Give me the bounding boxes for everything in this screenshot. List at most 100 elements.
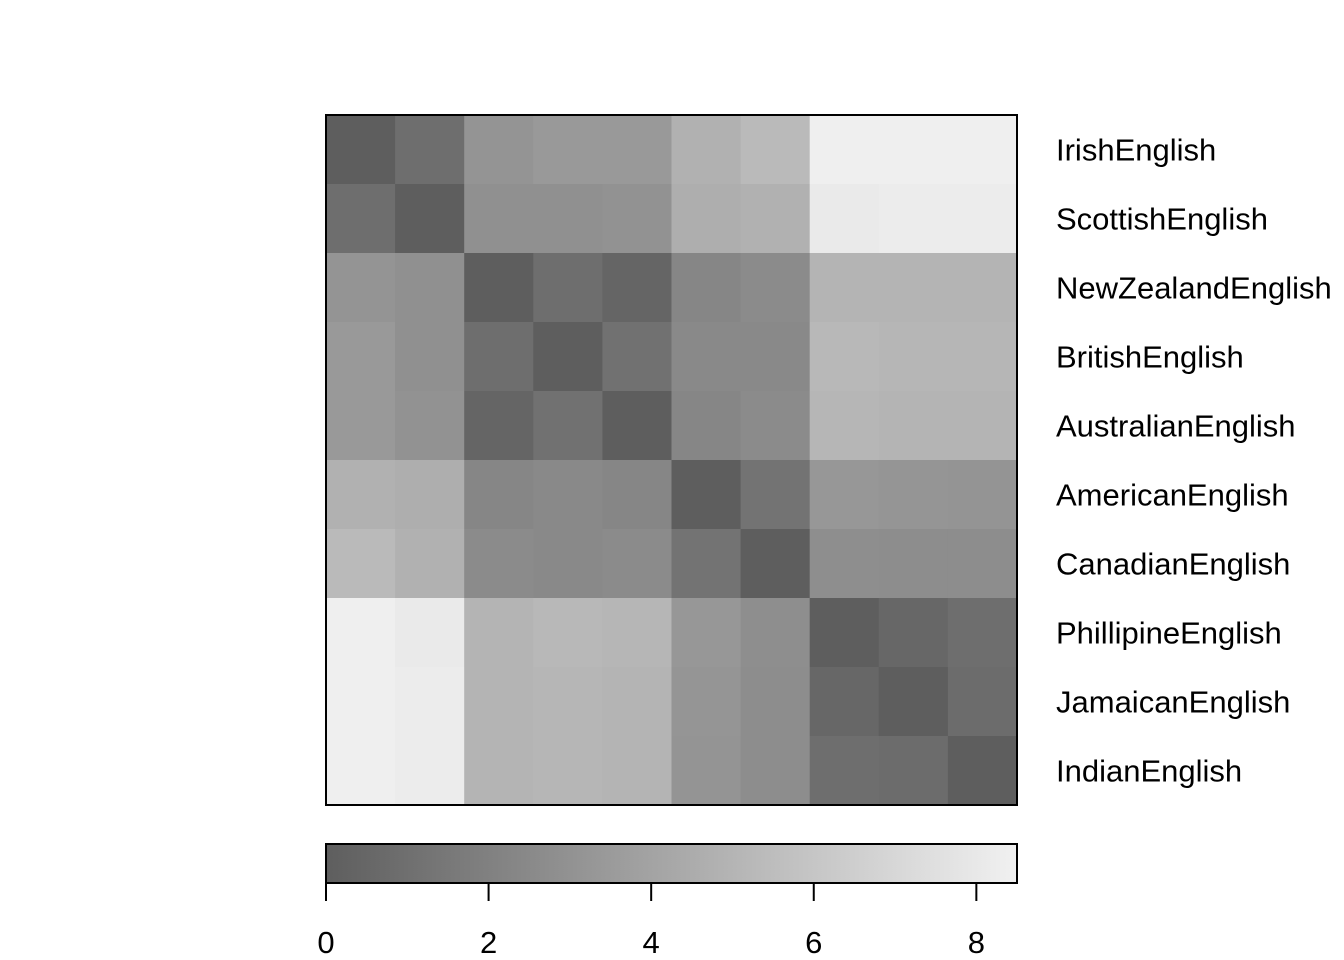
- heatmap-cell: [602, 322, 673, 392]
- heatmap-cell: [947, 391, 1018, 461]
- heatmap-cell: [947, 322, 1018, 392]
- heatmap-cell: [878, 667, 949, 737]
- heatmap-cell: [602, 253, 673, 323]
- heatmap-cell: [878, 184, 949, 254]
- heatmap-cell: [878, 115, 949, 185]
- color-scale-bar: [325, 843, 1018, 884]
- heatmap-cell: [740, 667, 811, 737]
- row-label: AmericanEnglish: [1056, 478, 1289, 513]
- heatmap-cell: [395, 667, 465, 737]
- heatmap-cell: [533, 391, 603, 461]
- heatmap-cell: [533, 529, 603, 599]
- heatmap-cell: [740, 322, 811, 392]
- heatmap-cell: [602, 598, 673, 668]
- heatmap-cell: [947, 667, 1018, 737]
- heatmap-cell: [809, 184, 880, 254]
- row-label: AustralianEnglish: [1056, 409, 1296, 444]
- heatmap-cell: [326, 391, 396, 461]
- row-label: ScottishEnglish: [1056, 202, 1268, 237]
- heatmap-cell: [464, 667, 534, 737]
- heatmap-cell: [533, 598, 603, 668]
- row-label: NewZealandEnglish: [1056, 271, 1332, 306]
- heatmap-cell: [464, 253, 534, 323]
- heatmap-cell: [326, 253, 396, 323]
- heatmap-cell: [533, 460, 603, 530]
- heatmap-cells: [326, 115, 1018, 806]
- color-scale-tick-label: 0: [317, 925, 334, 960]
- heatmap-cell: [671, 460, 742, 530]
- heatmap-cell: [464, 391, 534, 461]
- heatmap-cell: [809, 529, 880, 599]
- row-label: IndianEnglish: [1056, 754, 1242, 789]
- heatmap-cell: [809, 736, 880, 806]
- heatmap-cell: [878, 460, 949, 530]
- heatmap-cell: [464, 322, 534, 392]
- heatmap-cell: [740, 529, 811, 599]
- heatmap-cell: [602, 667, 673, 737]
- heatmap-cell: [878, 529, 949, 599]
- heatmap-cell: [395, 391, 465, 461]
- heatmap-cell: [740, 253, 811, 323]
- heatmap-cell: [326, 460, 396, 530]
- heatmap-cell: [326, 184, 396, 254]
- heatmap-cell: [947, 115, 1018, 185]
- heatmap-cell: [947, 736, 1018, 806]
- heatmap-cell: [809, 253, 880, 323]
- heatmap-cell: [326, 115, 396, 185]
- heatmap-cell: [326, 667, 396, 737]
- heatmap-cell: [671, 529, 742, 599]
- heatmap-cell: [602, 460, 673, 530]
- heatmap-cell: [809, 322, 880, 392]
- heatmap-cell: [533, 253, 603, 323]
- heatmap-cell: [533, 736, 603, 806]
- heatmap-cell: [809, 391, 880, 461]
- heatmap-cell: [740, 391, 811, 461]
- heatmap-cell: [671, 115, 742, 185]
- heatmap-cell: [602, 391, 673, 461]
- heatmap-cell: [395, 322, 465, 392]
- heatmap-cell: [878, 253, 949, 323]
- heatmap-cell: [602, 736, 673, 806]
- heatmap-cell: [671, 322, 742, 392]
- heatmap-border: [325, 114, 1018, 806]
- heatmap-cell: [947, 184, 1018, 254]
- heatmap-cell: [533, 115, 603, 185]
- heatmap-cell: [947, 529, 1018, 599]
- heatmap-cell: [809, 460, 880, 530]
- heatmap-cell: [464, 460, 534, 530]
- heatmap-cell: [602, 529, 673, 599]
- row-labels: IrishEnglish ScottishEnglish NewZealandEng…: [1056, 133, 1332, 789]
- heatmap-cell: [809, 667, 880, 737]
- row-label: CanadianEnglish: [1056, 547, 1290, 582]
- heatmap-cell: [740, 460, 811, 530]
- heatmap-cell: [395, 736, 465, 806]
- heatmap-cell: [809, 598, 880, 668]
- heatmap-cell: [395, 253, 465, 323]
- heatmap-cell: [395, 184, 465, 254]
- heatmap-cell: [671, 184, 742, 254]
- color-scale-tick-label: 8: [968, 925, 985, 960]
- heatmap-cell: [602, 115, 673, 185]
- heatmap-cell: [671, 598, 742, 668]
- heatmap-cell: [464, 115, 534, 185]
- heatmap-cell: [671, 736, 742, 806]
- heatmap-cell: [395, 460, 465, 530]
- heatmap-cell: [533, 184, 603, 254]
- heatmap-cell: [878, 598, 949, 668]
- heatmap-cell: [326, 529, 396, 599]
- row-label: IrishEnglish: [1056, 133, 1216, 168]
- heatmap-cell: [740, 184, 811, 254]
- heatmap-cell: [326, 736, 396, 806]
- heatmap-cell: [740, 736, 811, 806]
- color-scale-tick-label: 2: [480, 925, 497, 960]
- heatmap-cell: [878, 391, 949, 461]
- heatmap-cell: [671, 253, 742, 323]
- heatmap-cell: [947, 460, 1018, 530]
- heatmap-cell: [464, 529, 534, 599]
- color-scale-tick-label: 4: [643, 925, 660, 960]
- heatmap-cell: [878, 736, 949, 806]
- row-label: JamaicanEnglish: [1056, 685, 1290, 720]
- heatmap-cell: [464, 736, 534, 806]
- row-label: BritishEnglish: [1056, 340, 1244, 375]
- heatmap-cell: [740, 115, 811, 185]
